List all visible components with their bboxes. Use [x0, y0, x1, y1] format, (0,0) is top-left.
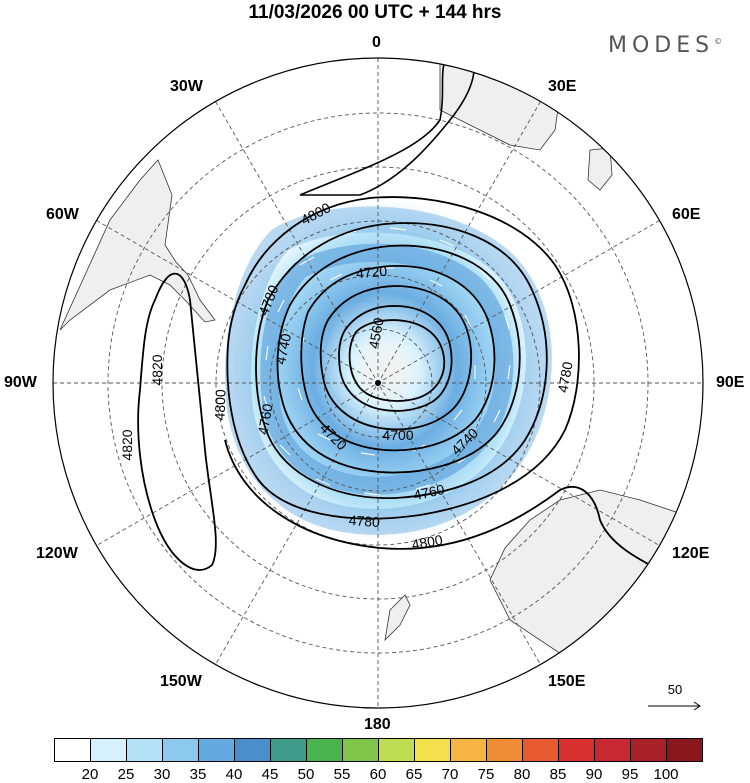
contour-label: 4740	[272, 332, 294, 366]
contour-label: 4800	[211, 389, 228, 421]
contour-4780-outer	[226, 196, 580, 520]
colorbar-swatch	[234, 738, 271, 762]
colorbar-swatch	[54, 738, 91, 762]
pole-marker	[375, 380, 381, 386]
contour-4720	[300, 265, 496, 452]
colorbar-swatch	[594, 738, 631, 762]
lon-label-0: 0	[372, 34, 381, 51]
contour-4800-south	[224, 439, 701, 601]
contour-4820-loop	[137, 272, 217, 571]
colorbar-swatch	[630, 738, 667, 762]
colorbar-label: 60	[369, 766, 387, 783]
colorbar-label: 65	[405, 766, 423, 783]
colorbar-swatch	[486, 738, 523, 762]
lon-label-120w: 120W	[36, 545, 78, 562]
colorbar-swatch	[342, 738, 379, 762]
colorbar-label: 75	[477, 766, 495, 783]
lon-label-90e: 90E	[716, 374, 745, 391]
colorbar-swatch	[666, 738, 703, 762]
colorbar-label: 85	[549, 766, 567, 783]
wind-reference-value: 50	[668, 682, 682, 697]
contour-label: 4800	[410, 531, 444, 552]
lon-label-180: 180	[364, 716, 391, 733]
colorbar-label: 45	[261, 766, 279, 783]
contour-label-group: 4800 4780 4720 4560 4740 4700 4760 4780 …	[119, 199, 576, 553]
wind-reference: 50	[648, 682, 701, 711]
colorbar-swatch	[558, 738, 595, 762]
lon-label-150e: 150E	[548, 673, 586, 690]
colorbar-label: 40	[225, 766, 243, 783]
lon-label-60w: 60W	[46, 206, 79, 223]
colorbar-label: 30	[153, 766, 171, 783]
australia-land	[489, 489, 701, 691]
new-zealand-land	[384, 594, 411, 642]
contour-4740	[276, 244, 521, 474]
lon-label-30w: 30W	[170, 78, 203, 95]
contour-label: 4760	[254, 402, 275, 436]
lon-label-120e: 120E	[672, 545, 710, 562]
colorbar-swatch	[162, 738, 199, 762]
contour-4800-north	[299, 58, 475, 196]
contour-label: 4760	[412, 481, 446, 503]
colorbar-swatch	[198, 738, 235, 762]
colorbar-label: 55	[333, 766, 351, 783]
colorbar-label: 35	[189, 766, 207, 783]
contour-4760	[255, 222, 548, 499]
colorbar-swatch	[126, 738, 163, 762]
colorbar-label: 95	[621, 766, 639, 783]
globe-border	[52, 57, 704, 709]
contour-label: 4820	[119, 429, 135, 460]
colorbar-swatch	[378, 738, 415, 762]
colorbar-label: 90	[585, 766, 603, 783]
contour-4660	[338, 305, 453, 412]
brand-logo: MODES©	[608, 33, 723, 58]
contour-4700	[319, 285, 473, 431]
map-title: 11/03/2026 00 UTC + 144 hrs	[248, 2, 502, 23]
colorbar-swatch	[90, 738, 127, 762]
colorbar-label: 70	[441, 766, 459, 783]
geopotential-contours	[137, 58, 701, 601]
colorbar-label: 20	[81, 766, 99, 783]
contour-label: 4780	[554, 360, 575, 394]
colorbar-swatch	[450, 738, 487, 762]
colorbar-swatch	[306, 738, 343, 762]
colorbar-label: 80	[513, 766, 531, 783]
contour-label: 4820	[149, 354, 165, 385]
contour-label: 4780	[348, 512, 380, 530]
colorbar-label: 50	[297, 766, 315, 783]
colorbar-swatch	[414, 738, 451, 762]
lon-label-150w: 150W	[160, 673, 202, 690]
contour-label: 4720	[355, 263, 388, 282]
contour-4560	[348, 319, 446, 402]
colorbar-swatch	[522, 738, 559, 762]
lon-label-60e: 60E	[672, 206, 701, 223]
colorbar-label: 100	[653, 766, 679, 783]
contour-label: 4560	[365, 316, 386, 350]
colorbar-label: 25	[117, 766, 135, 783]
colorbar-swatch	[270, 738, 307, 762]
lon-label-30e: 30E	[548, 78, 577, 95]
contour-label: 4700	[382, 427, 413, 443]
lon-label-90w: 90W	[4, 374, 37, 391]
south-america-land	[59, 159, 216, 331]
